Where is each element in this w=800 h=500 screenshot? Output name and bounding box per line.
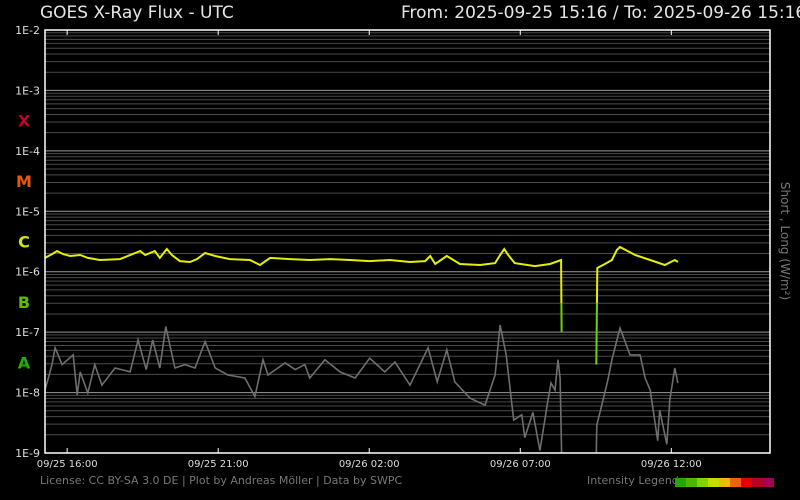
from-value: 2025-09-25 15:16	[454, 3, 608, 23]
legend-swatch	[752, 478, 763, 487]
intensity-legend	[675, 478, 774, 487]
axis-ticks	[66, 30, 672, 453]
x-tick-label: 09/25 21:00	[188, 459, 249, 470]
legend-swatch	[675, 478, 686, 487]
flare-class-a: A	[18, 353, 31, 372]
x-tick-label: 09/25 16:00	[37, 459, 98, 470]
grid-lines	[45, 32, 770, 454]
traces	[44, 245, 679, 454]
flare-class-x: X	[18, 112, 31, 131]
from-label: From:	[401, 3, 449, 23]
flare-class-b: B	[18, 293, 30, 312]
legend-swatch	[708, 478, 719, 487]
legend-swatch	[686, 478, 697, 487]
y-tick-label: 1E-6	[15, 266, 40, 279]
y-tick-label: 1E-9	[15, 447, 40, 460]
series-long-line	[595, 245, 679, 304]
axis-labels: 1E-2 1E-3 1E-4 1E-5 1E-6 1E-7 1E-8 1E-9 X M C B A 09/…	[15, 24, 702, 470]
flare-class-m: M	[16, 172, 32, 191]
y-tick-label: 1E-8	[15, 387, 40, 400]
y-axis-label: Short , Long (W/m²)	[778, 182, 792, 300]
intensity-legend-label: Intensity Legend	[587, 474, 679, 487]
to-value: 2025-09-26 15:16	[653, 3, 800, 23]
flare-class-c: C	[18, 233, 30, 252]
series-short-line	[44, 324, 563, 454]
chart-title: GOES X-Ray Flux - UTC	[40, 3, 234, 23]
legend-swatch	[697, 478, 708, 487]
y-tick-label: 1E-4	[15, 145, 40, 158]
legend-swatch	[719, 478, 730, 487]
legend-swatch	[763, 478, 774, 487]
y-tick-label: 1E-7	[15, 326, 40, 339]
y-tick-label: 1E-2	[15, 24, 40, 37]
series-long-line	[45, 247, 563, 304]
range-separator: /	[612, 3, 619, 23]
y-tick-label: 1E-5	[15, 205, 40, 218]
time-range: From: 2025-09-25 15:16 / To: 2025-09-26 …	[401, 3, 800, 23]
legend-swatch	[730, 478, 741, 487]
legend-swatch	[741, 478, 752, 487]
y-tick-label: 1E-3	[15, 84, 40, 97]
plot-frame	[44, 29, 771, 454]
x-tick-label: 09/26 02:00	[339, 459, 400, 470]
x-tick-label: 09/26 12:00	[641, 459, 702, 470]
x-tick-label: 09/26 07:00	[490, 459, 551, 470]
series-long-line-low	[560, 303, 563, 333]
credits: License: CC BY-SA 3.0 DE | Plot by Andre…	[40, 474, 403, 487]
to-label: To:	[624, 3, 648, 23]
series-short-line	[595, 325, 679, 454]
